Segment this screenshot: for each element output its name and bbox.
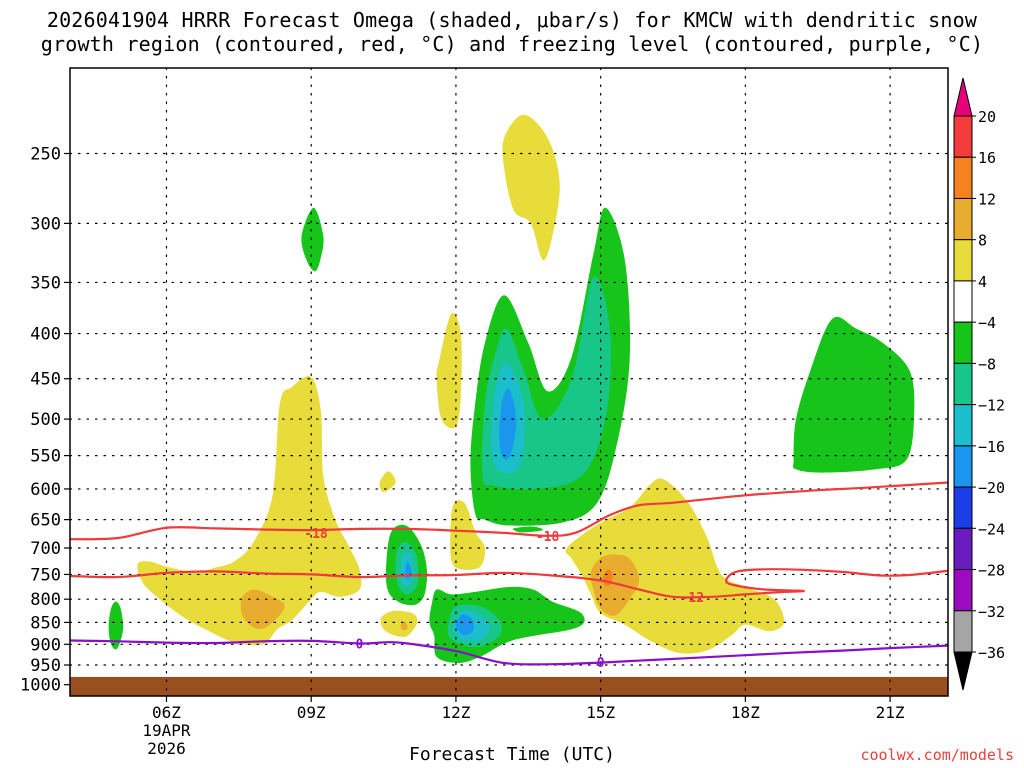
colorbar-swatch-8	[953, 404, 973, 447]
ascent-300	[301, 207, 324, 272]
descent-1100-low	[380, 610, 418, 637]
descent-1100-low-core	[400, 621, 408, 631]
y-tick-label-650: 650	[30, 511, 61, 531]
plot-frame	[69, 67, 949, 697]
ascent-upper-core-max	[499, 388, 517, 460]
x-axis-label: Forecast Time (UTC)	[409, 744, 615, 765]
colorbar-label-5: −4	[978, 314, 996, 332]
y-tick-label-700: 700	[30, 539, 61, 559]
ascent-sliver	[512, 526, 544, 533]
colorbar-label-11: −28	[978, 562, 1005, 580]
colorbar-swatch-9	[953, 445, 973, 488]
omega-shading-layer	[108, 114, 915, 663]
y-tick-label-350: 350	[30, 273, 61, 293]
descent-1130	[436, 312, 462, 429]
colorbar-label-10: −24	[978, 520, 1005, 538]
chart-title-line-1: 2026041904 HRRR Forecast Omega (shaded, …	[46, 8, 978, 32]
colorbar-swatch-10	[953, 486, 973, 529]
colorbar-swatch-6	[953, 321, 973, 364]
x-tick-label-18Z: 18Z	[731, 703, 760, 722]
y-tick-label-900: 900	[30, 635, 61, 655]
y-tick-label-300: 300	[30, 214, 61, 234]
descent-1200	[450, 500, 486, 571]
colorbar-label-13: −36	[978, 644, 1005, 662]
x-tick-year-label: 2026	[147, 739, 186, 758]
colorbar-label-12: −32	[978, 603, 1005, 621]
chart-title-line-2: growth region (contoured, red, °C) and f…	[40, 32, 984, 56]
contour-lines-layer: -18 -18 -12 0 0	[69, 481, 949, 671]
site-credit: coolwx.com/models	[860, 746, 1014, 764]
x-tick-label-21Z: 21Z	[876, 703, 905, 722]
descent-1530-core	[590, 554, 640, 616]
colorbar-swatch-12	[953, 569, 973, 612]
colorbar-swatch-5	[953, 280, 973, 323]
ascent-low-core-max	[455, 614, 474, 636]
y-tick-label-950: 950	[30, 656, 61, 676]
zero-line	[69, 639, 949, 666]
colorbar-label-9: −20	[978, 479, 1005, 497]
minus-18-line	[69, 481, 949, 541]
minus-12-line	[69, 568, 949, 599]
colorbar-label-1: 16	[978, 149, 996, 167]
minus-12-line-label-0: -12	[681, 591, 704, 606]
colorbar-swatch-4	[953, 239, 973, 282]
colorbar-top-arrow	[953, 77, 973, 117]
descent-0830-left	[137, 376, 362, 646]
zero-line-label-1: 0	[597, 656, 605, 671]
ground-fill	[70, 676, 948, 696]
chart-title: 2026041904 HRRR Forecast Omega (shaded, …	[0, 8, 1024, 56]
y-tick-label-550: 550	[30, 447, 61, 467]
colorbar-label-7: −12	[978, 397, 1005, 415]
axes-layer: 2503003504004505005506006507007508008509…	[20, 67, 949, 758]
grid-layer	[69, 67, 949, 697]
ground-layer	[70, 676, 948, 696]
y-tick-label-850: 850	[30, 613, 61, 633]
minus-18-line-label-1: -18	[536, 530, 560, 545]
ascent-east-upper	[793, 316, 915, 473]
y-tick-label-800: 800	[30, 590, 61, 610]
colorbar-swatch-3	[953, 197, 973, 241]
ascent-left-low	[108, 601, 124, 650]
y-tick-label-600: 600	[30, 480, 61, 500]
colorbar-label-2: 12	[978, 190, 996, 208]
x-tick-label-09Z: 09Z	[297, 703, 326, 722]
colorbar: 20 16 12 8 4 −4 −8 −12 −16 −20 −24 −28 −32 −36	[953, 77, 1005, 691]
colorbar-label-3: 8	[978, 232, 987, 250]
y-tick-label-450: 450	[30, 370, 61, 390]
colorbar-swatch-2	[953, 156, 973, 199]
colorbar-label-8: −16	[978, 438, 1005, 456]
x-tick-label-12Z: 12Z	[441, 703, 470, 722]
colorbar-label-0: 20	[978, 108, 996, 126]
y-tick-label-250: 250	[30, 144, 61, 164]
colorbar-swatch-7	[953, 362, 973, 406]
descent-upper-tower	[502, 114, 560, 261]
minus-18-line-label-0: -18	[304, 527, 328, 542]
colorbar-label-4: 4	[978, 273, 987, 291]
descent-1045	[379, 471, 396, 493]
colorbar-swatch-11	[953, 527, 973, 571]
colorbar-bottom-arrow	[953, 651, 973, 691]
y-tick-label-400: 400	[30, 325, 61, 345]
colorbar-swatch-13	[953, 610, 973, 653]
y-tick-label-1000: 1000	[20, 676, 61, 696]
y-tick-label-750: 750	[30, 565, 61, 585]
x-tick-label-15Z: 15Z	[586, 703, 615, 722]
y-tick-label-500: 500	[30, 410, 61, 430]
x-tick-label-06Z: 06Z	[152, 703, 181, 722]
x-tick-date-label: 19APR	[142, 721, 191, 740]
colorbar-swatch-1	[953, 115, 973, 158]
colorbar-label-6: −8	[978, 355, 996, 373]
zero-line-label-0: 0	[356, 637, 364, 652]
